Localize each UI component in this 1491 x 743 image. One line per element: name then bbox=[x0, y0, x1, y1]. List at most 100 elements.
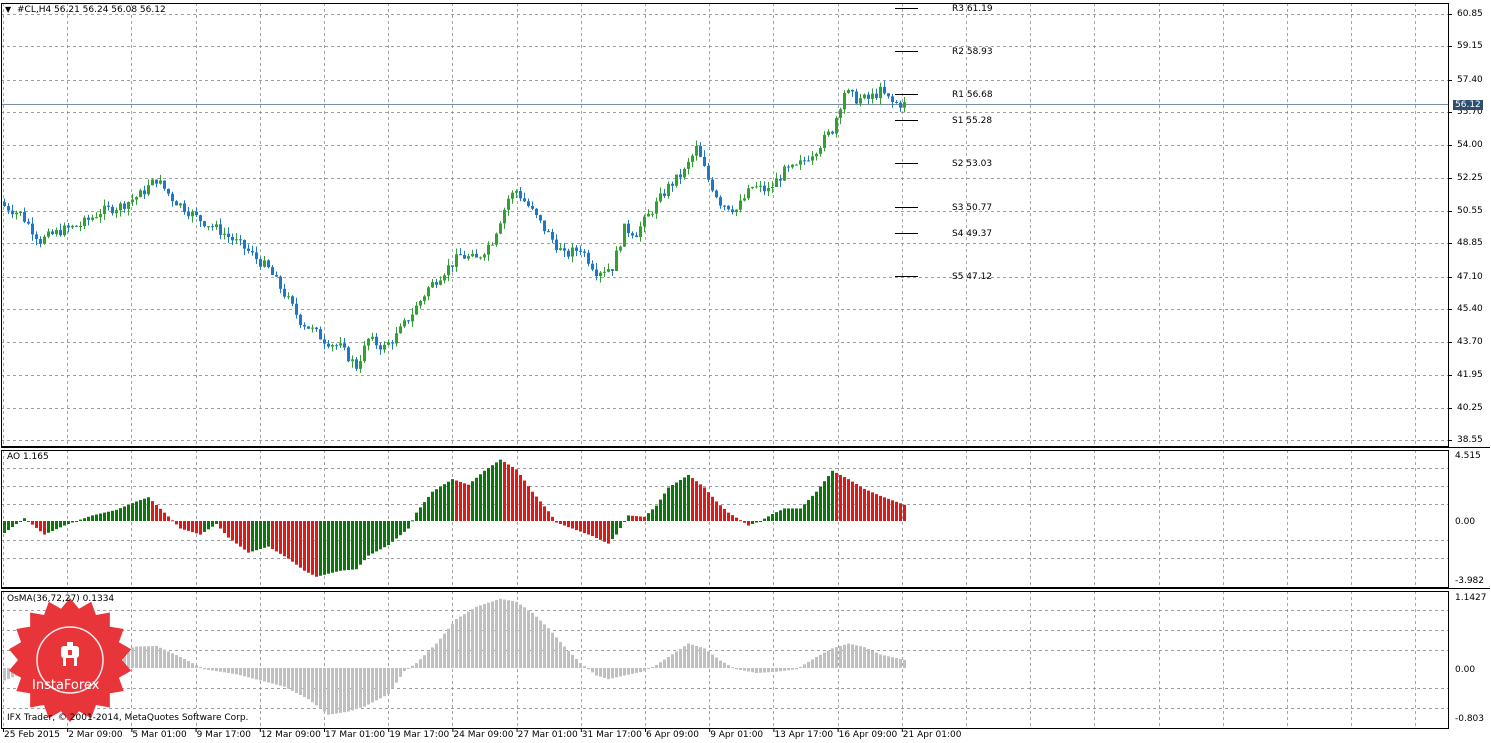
osma-bar bbox=[211, 668, 214, 671]
osma-bar bbox=[691, 644, 694, 668]
osma-bar bbox=[863, 647, 866, 668]
ao-scale-max: 4.515 bbox=[1455, 451, 1481, 461]
osma-bar bbox=[411, 665, 414, 668]
osma-scale-zero: 0.00 bbox=[1455, 665, 1476, 675]
price-tick-label: 43.70 bbox=[1457, 337, 1483, 347]
osma-bar bbox=[835, 647, 838, 668]
candle-body bbox=[115, 210, 118, 214]
candle-body bbox=[871, 93, 874, 99]
ao-bar bbox=[231, 521, 234, 541]
osma-bar bbox=[515, 601, 518, 668]
osma-bar bbox=[223, 668, 226, 673]
osma-bar bbox=[167, 651, 170, 668]
osma-bar bbox=[839, 645, 842, 668]
candle-body bbox=[643, 216, 646, 227]
osma-bar bbox=[775, 668, 778, 672]
candle-body bbox=[831, 131, 834, 134]
ao-bar bbox=[587, 521, 590, 535]
osma-bar bbox=[135, 646, 138, 668]
time-tick-label: 9 Apr 01:00 bbox=[710, 730, 764, 740]
candle-body bbox=[783, 166, 786, 181]
ao-bar bbox=[355, 521, 358, 570]
candle-body bbox=[675, 174, 678, 186]
osma-bar bbox=[219, 668, 222, 672]
candle-body bbox=[699, 146, 702, 157]
candle-body bbox=[151, 179, 154, 186]
symbol-dropdown-icon[interactable]: ▼ bbox=[5, 5, 12, 14]
candle-body bbox=[279, 276, 282, 289]
osma-bar bbox=[747, 668, 750, 672]
candle-body bbox=[519, 191, 522, 199]
candle-body bbox=[567, 250, 570, 257]
ao-bar bbox=[903, 504, 906, 521]
ao-bar bbox=[311, 521, 314, 575]
ao-bar bbox=[871, 492, 874, 521]
osma-bar bbox=[175, 655, 178, 668]
ao-bar bbox=[767, 516, 770, 521]
ao-bar bbox=[115, 509, 118, 521]
osma-bar bbox=[163, 649, 166, 668]
ao-bar bbox=[895, 501, 898, 521]
panel-frame bbox=[1, 3, 1449, 447]
candle-body bbox=[31, 223, 34, 235]
panel-frame bbox=[1, 591, 1449, 729]
osma-histogram bbox=[3, 598, 906, 715]
ao-bar bbox=[583, 521, 586, 534]
ao-bar bbox=[83, 518, 86, 521]
ao-bar bbox=[823, 481, 826, 521]
osma-bar bbox=[263, 668, 266, 682]
candle-body bbox=[879, 86, 882, 99]
ao-bar bbox=[483, 470, 486, 521]
ao-bar bbox=[271, 521, 274, 550]
ao-bar bbox=[751, 521, 754, 525]
osma-bar bbox=[731, 667, 734, 669]
ao-bar bbox=[479, 474, 482, 521]
ao-bar bbox=[775, 512, 778, 521]
candle-body bbox=[719, 197, 722, 206]
ao-bar bbox=[63, 521, 66, 526]
osma-bar bbox=[251, 668, 254, 679]
osma-bar bbox=[615, 668, 618, 678]
ao-bar bbox=[291, 521, 294, 562]
candle-body bbox=[703, 156, 706, 167]
ao-bar bbox=[219, 521, 222, 529]
osma-scale-min: -0.803 bbox=[1455, 714, 1485, 724]
candle-body bbox=[271, 267, 274, 275]
ao-bar bbox=[51, 521, 54, 531]
ao-bar bbox=[235, 521, 238, 544]
ao-bar bbox=[367, 521, 370, 556]
ao-bar bbox=[415, 512, 418, 521]
osma-bar bbox=[235, 668, 238, 675]
ao-bar bbox=[419, 507, 422, 521]
candle-body bbox=[387, 342, 390, 345]
ao-bar bbox=[27, 521, 30, 522]
candle-body bbox=[791, 164, 794, 168]
candle-body bbox=[435, 282, 438, 285]
candle-body bbox=[603, 271, 606, 273]
osma-bar bbox=[739, 668, 742, 670]
osma-bar bbox=[383, 668, 386, 697]
candle-body bbox=[419, 300, 422, 306]
candle-body bbox=[159, 180, 162, 184]
osma-bar bbox=[571, 654, 574, 668]
candle-body bbox=[627, 223, 630, 234]
logo-emblem-icon bbox=[61, 642, 79, 666]
ao-bar bbox=[287, 521, 290, 559]
ao-bar bbox=[803, 504, 806, 521]
candle-body bbox=[251, 250, 254, 253]
osma-bar bbox=[123, 649, 126, 668]
ao-bar bbox=[283, 521, 286, 557]
osma-bar bbox=[419, 659, 422, 668]
ao-bar bbox=[723, 508, 726, 521]
candle-body bbox=[731, 209, 734, 213]
candle-body bbox=[247, 248, 250, 251]
time-tick-label: 16 Apr 09:00 bbox=[838, 730, 898, 740]
ao-bar bbox=[391, 521, 394, 542]
candle-body bbox=[671, 183, 674, 186]
candle-body bbox=[119, 203, 122, 211]
candle-body bbox=[515, 191, 518, 193]
candle-body bbox=[755, 186, 758, 188]
ao-bar bbox=[787, 508, 790, 521]
ao-bar bbox=[815, 491, 818, 521]
